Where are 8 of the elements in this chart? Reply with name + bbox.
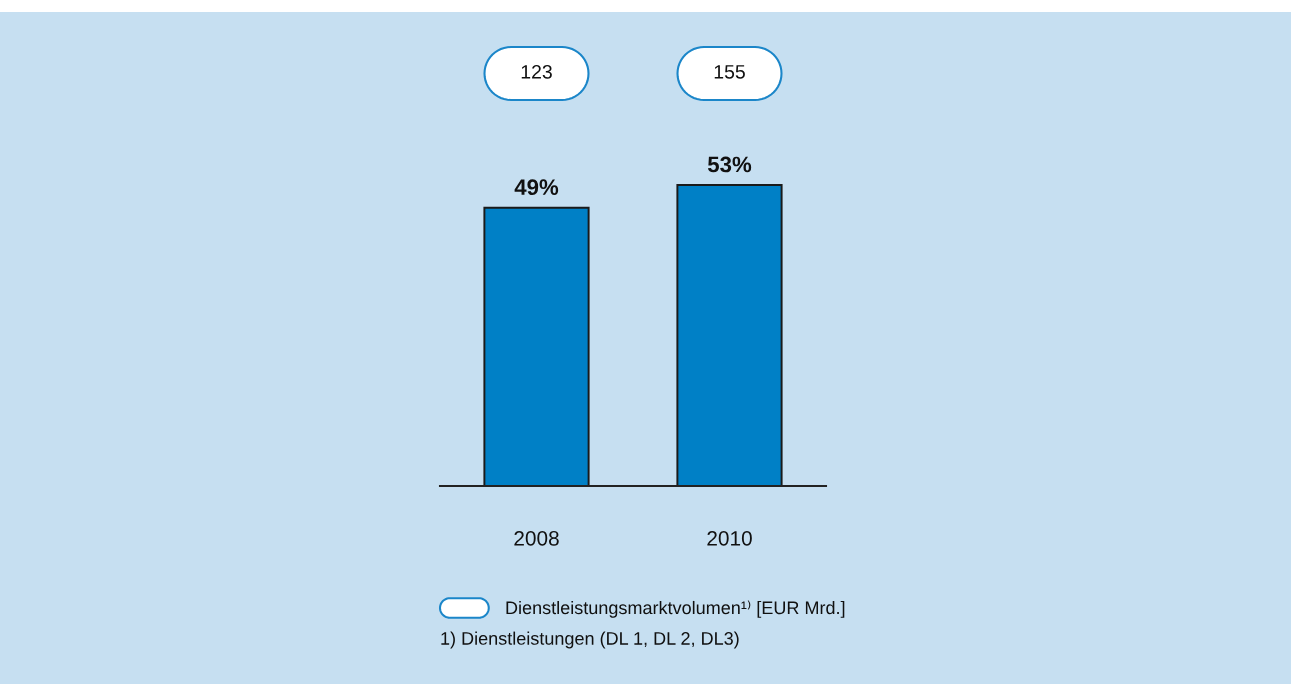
text: 1) Dienstleistungen (DL 1, DL 2, DL3) bbox=[441, 631, 739, 649]
category-label: 2008 bbox=[514, 530, 559, 546]
category-label: 2010 bbox=[707, 530, 752, 546]
data-label: 123 bbox=[521, 64, 552, 79]
data-label: 49% bbox=[514, 179, 559, 196]
data-label: 53% bbox=[707, 156, 752, 173]
data-label: 155 bbox=[714, 65, 745, 79]
legend-label: Dienstleistungsmarktvolumen¹⁾ [EUR Mrd.] bbox=[506, 600, 845, 618]
